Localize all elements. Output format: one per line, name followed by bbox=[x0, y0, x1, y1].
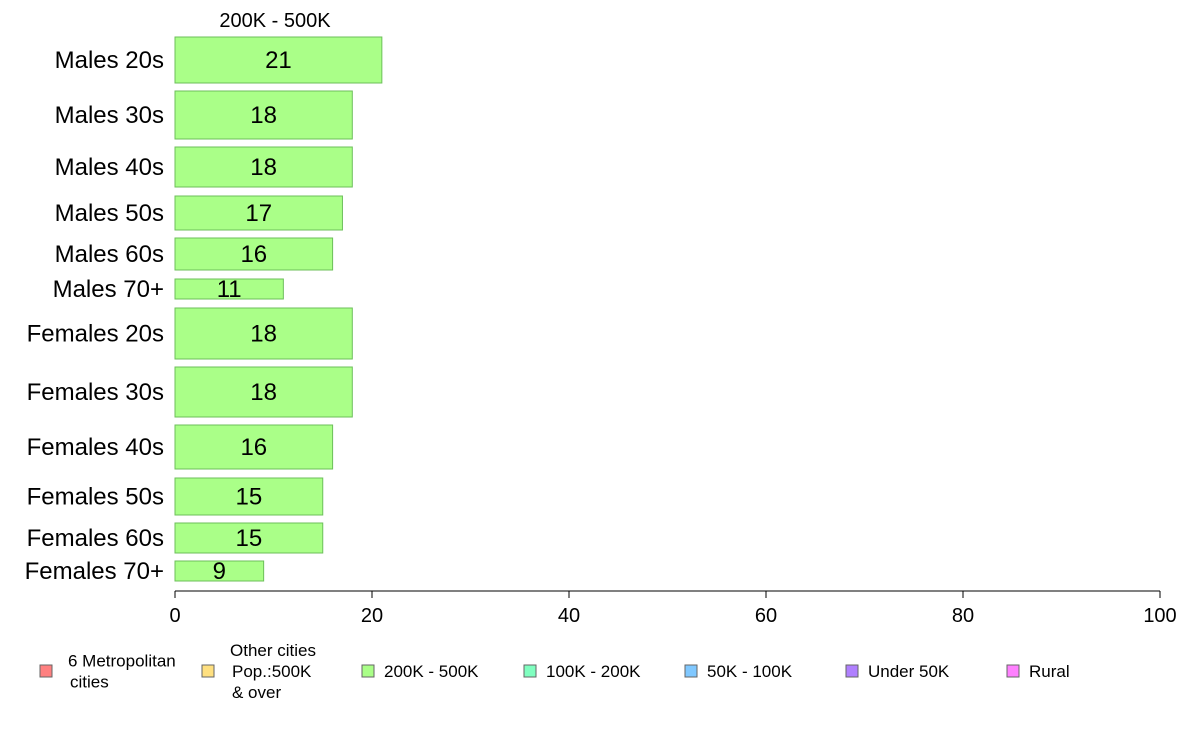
bar bbox=[174, 522, 324, 554]
legend-item: Other cities Pop.:500K & over bbox=[201, 641, 316, 702]
bar bbox=[174, 146, 353, 188]
legend-swatch bbox=[684, 664, 698, 678]
bar bbox=[174, 424, 334, 470]
bars-group: Males 20s 21 Males 30s 18 Males 40s 18 Males 5… bbox=[25, 36, 383, 585]
legend-swatch bbox=[523, 664, 537, 678]
category-label: Males 50s bbox=[55, 200, 164, 227]
x-tick-label: 80 bbox=[952, 605, 974, 627]
legend-label: 6 Metropolitan bbox=[68, 652, 176, 671]
x-axis: 0 20 40 60 80 100 bbox=[169, 590, 1177, 627]
legend-label: cities bbox=[70, 673, 109, 692]
category-label: Males 30s bbox=[55, 102, 164, 129]
legend-item: 6 Metropolitan cities bbox=[39, 652, 176, 692]
legend-label: Rural bbox=[1029, 662, 1070, 681]
category-label: Males 60s bbox=[55, 241, 164, 268]
data-label: 18 bbox=[250, 321, 277, 348]
legend-item: 200K - 500K bbox=[361, 662, 479, 681]
bar bbox=[174, 195, 343, 231]
bar bbox=[174, 477, 324, 516]
data-label: 16 bbox=[240, 241, 267, 268]
category-label: Females 20s bbox=[27, 321, 164, 348]
legend: 6 Metropolitan cities Other cities Pop.:500… bbox=[39, 641, 1070, 702]
legend-label: Other cities bbox=[230, 641, 316, 660]
legend-swatch bbox=[201, 664, 215, 678]
bar bbox=[174, 560, 265, 582]
data-label: 15 bbox=[236, 525, 263, 552]
data-label: 18 bbox=[250, 102, 277, 129]
legend-label: Under 50K bbox=[868, 662, 950, 681]
data-label: 18 bbox=[250, 154, 277, 181]
category-label: Females 60s bbox=[27, 525, 164, 552]
category-label: Females 30s bbox=[27, 379, 164, 406]
panel-title: 200K - 500K bbox=[219, 10, 331, 32]
legend-label: Pop.:500K bbox=[232, 662, 312, 681]
data-label: 9 bbox=[213, 558, 226, 585]
data-label: 17 bbox=[245, 200, 272, 227]
data-label: 21 bbox=[265, 47, 292, 74]
legend-item: Rural bbox=[1006, 662, 1070, 681]
legend-label: 50K - 100K bbox=[707, 662, 793, 681]
legend-item: 50K - 100K bbox=[684, 662, 793, 681]
bar bbox=[174, 90, 353, 140]
data-label: 18 bbox=[250, 379, 277, 406]
legend-label: 200K - 500K bbox=[384, 662, 479, 681]
bar bbox=[174, 307, 353, 360]
category-label: Females 70+ bbox=[25, 558, 164, 585]
category-label: Males 20s bbox=[55, 47, 164, 74]
x-tick-label: 0 bbox=[169, 605, 180, 627]
legend-item: Under 50K bbox=[845, 662, 950, 681]
legend-label: 100K - 200K bbox=[546, 662, 641, 681]
category-label: Females 40s bbox=[27, 434, 164, 461]
bar bbox=[174, 278, 284, 300]
bar bbox=[174, 237, 334, 271]
data-label: 15 bbox=[236, 484, 263, 511]
legend-swatch bbox=[845, 664, 859, 678]
category-label: Females 50s bbox=[27, 484, 164, 511]
bar bbox=[174, 366, 353, 418]
legend-item: 100K - 200K bbox=[523, 662, 641, 681]
legend-swatch bbox=[361, 664, 375, 678]
bar bbox=[174, 36, 383, 84]
data-label: 11 bbox=[217, 276, 242, 303]
category-label: Males 40s bbox=[55, 154, 164, 181]
x-tick-label: 40 bbox=[558, 605, 580, 627]
x-tick-label: 100 bbox=[1143, 605, 1176, 627]
legend-swatch bbox=[1006, 664, 1020, 678]
legend-swatch bbox=[39, 664, 53, 678]
category-label: Males 70+ bbox=[53, 276, 164, 303]
x-tick-label: 60 bbox=[755, 605, 777, 627]
data-label: 16 bbox=[240, 434, 267, 461]
legend-label: & over bbox=[232, 683, 281, 702]
x-tick-label: 20 bbox=[361, 605, 383, 627]
